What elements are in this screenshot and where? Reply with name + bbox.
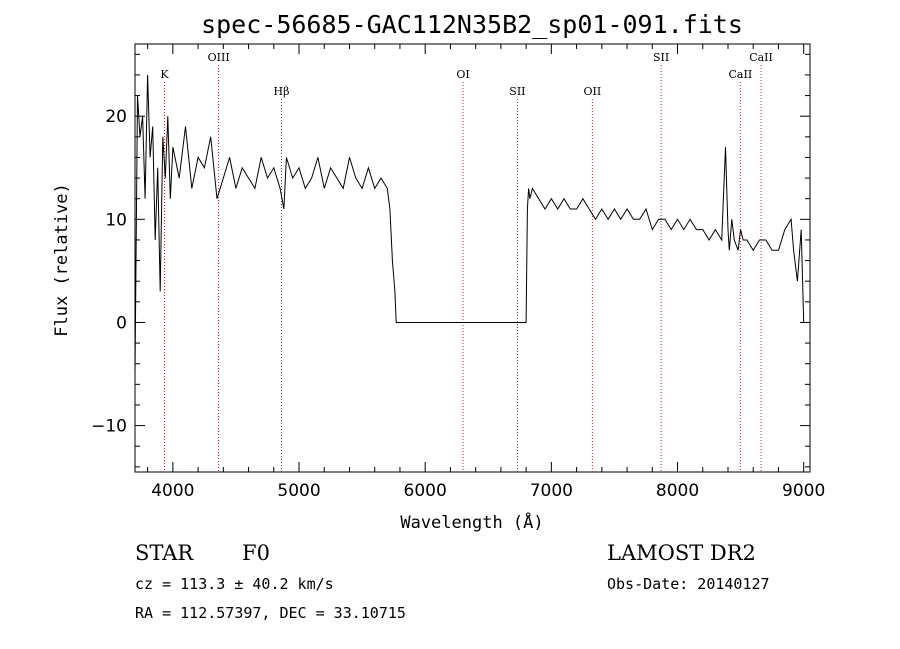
emission-line-label: K <box>160 68 169 81</box>
emission-line-label: CaII <box>749 51 773 64</box>
y-axis-label: Flux (relative) <box>52 183 72 337</box>
spectrum-line <box>134 74 805 375</box>
x-tick-label: 8000 <box>656 481 699 501</box>
emission-line-label: OII <box>584 85 602 98</box>
plot-frame <box>134 43 811 473</box>
x-tick-label: 7000 <box>530 481 573 501</box>
y-tick-label: 20 <box>105 107 127 127</box>
x-tick-label: 9000 <box>782 481 825 501</box>
x-tick-label: 4000 <box>151 481 194 501</box>
obs-date: Obs-Date: 20140127 <box>607 575 770 593</box>
emission-line-label: SII <box>653 51 669 64</box>
survey-name: LAMOST DR2 <box>607 541 756 565</box>
y-tick-label: 10 <box>105 210 127 230</box>
y-tick-label: 0 <box>116 313 127 333</box>
series-group <box>134 74 805 375</box>
object-subclass: F0 <box>242 541 270 565</box>
x-tick-label: 5000 <box>277 481 320 501</box>
emission-line-label: Hβ <box>274 85 290 98</box>
emission-line-label: SII <box>509 85 525 98</box>
x-axis-label: Wavelength (Å) <box>400 511 543 533</box>
y-tick-label: −10 <box>91 417 127 437</box>
x-tick-label: 6000 <box>404 481 447 501</box>
emission-line-label: OIII <box>208 51 230 64</box>
axis-ticks: 4000 5000 6000 7000 8000 9000 −10 0 10 20 <box>91 44 825 501</box>
chart-title: spec-56685-GAC112N35B2_sp01-091.fits <box>201 10 743 39</box>
object-type: STAR <box>135 541 194 565</box>
emission-line-label: CaII <box>729 68 753 81</box>
coordinates: RA = 112.57397, DEC = 33.10715 <box>135 604 406 622</box>
emission-line-markers: K OIII Hβ OI SII OII SII CaII CaII <box>160 51 773 472</box>
redshift-text: cz = 113.3 ± 40.2 km/s <box>135 575 334 593</box>
emission-line-label: OI <box>456 68 469 81</box>
